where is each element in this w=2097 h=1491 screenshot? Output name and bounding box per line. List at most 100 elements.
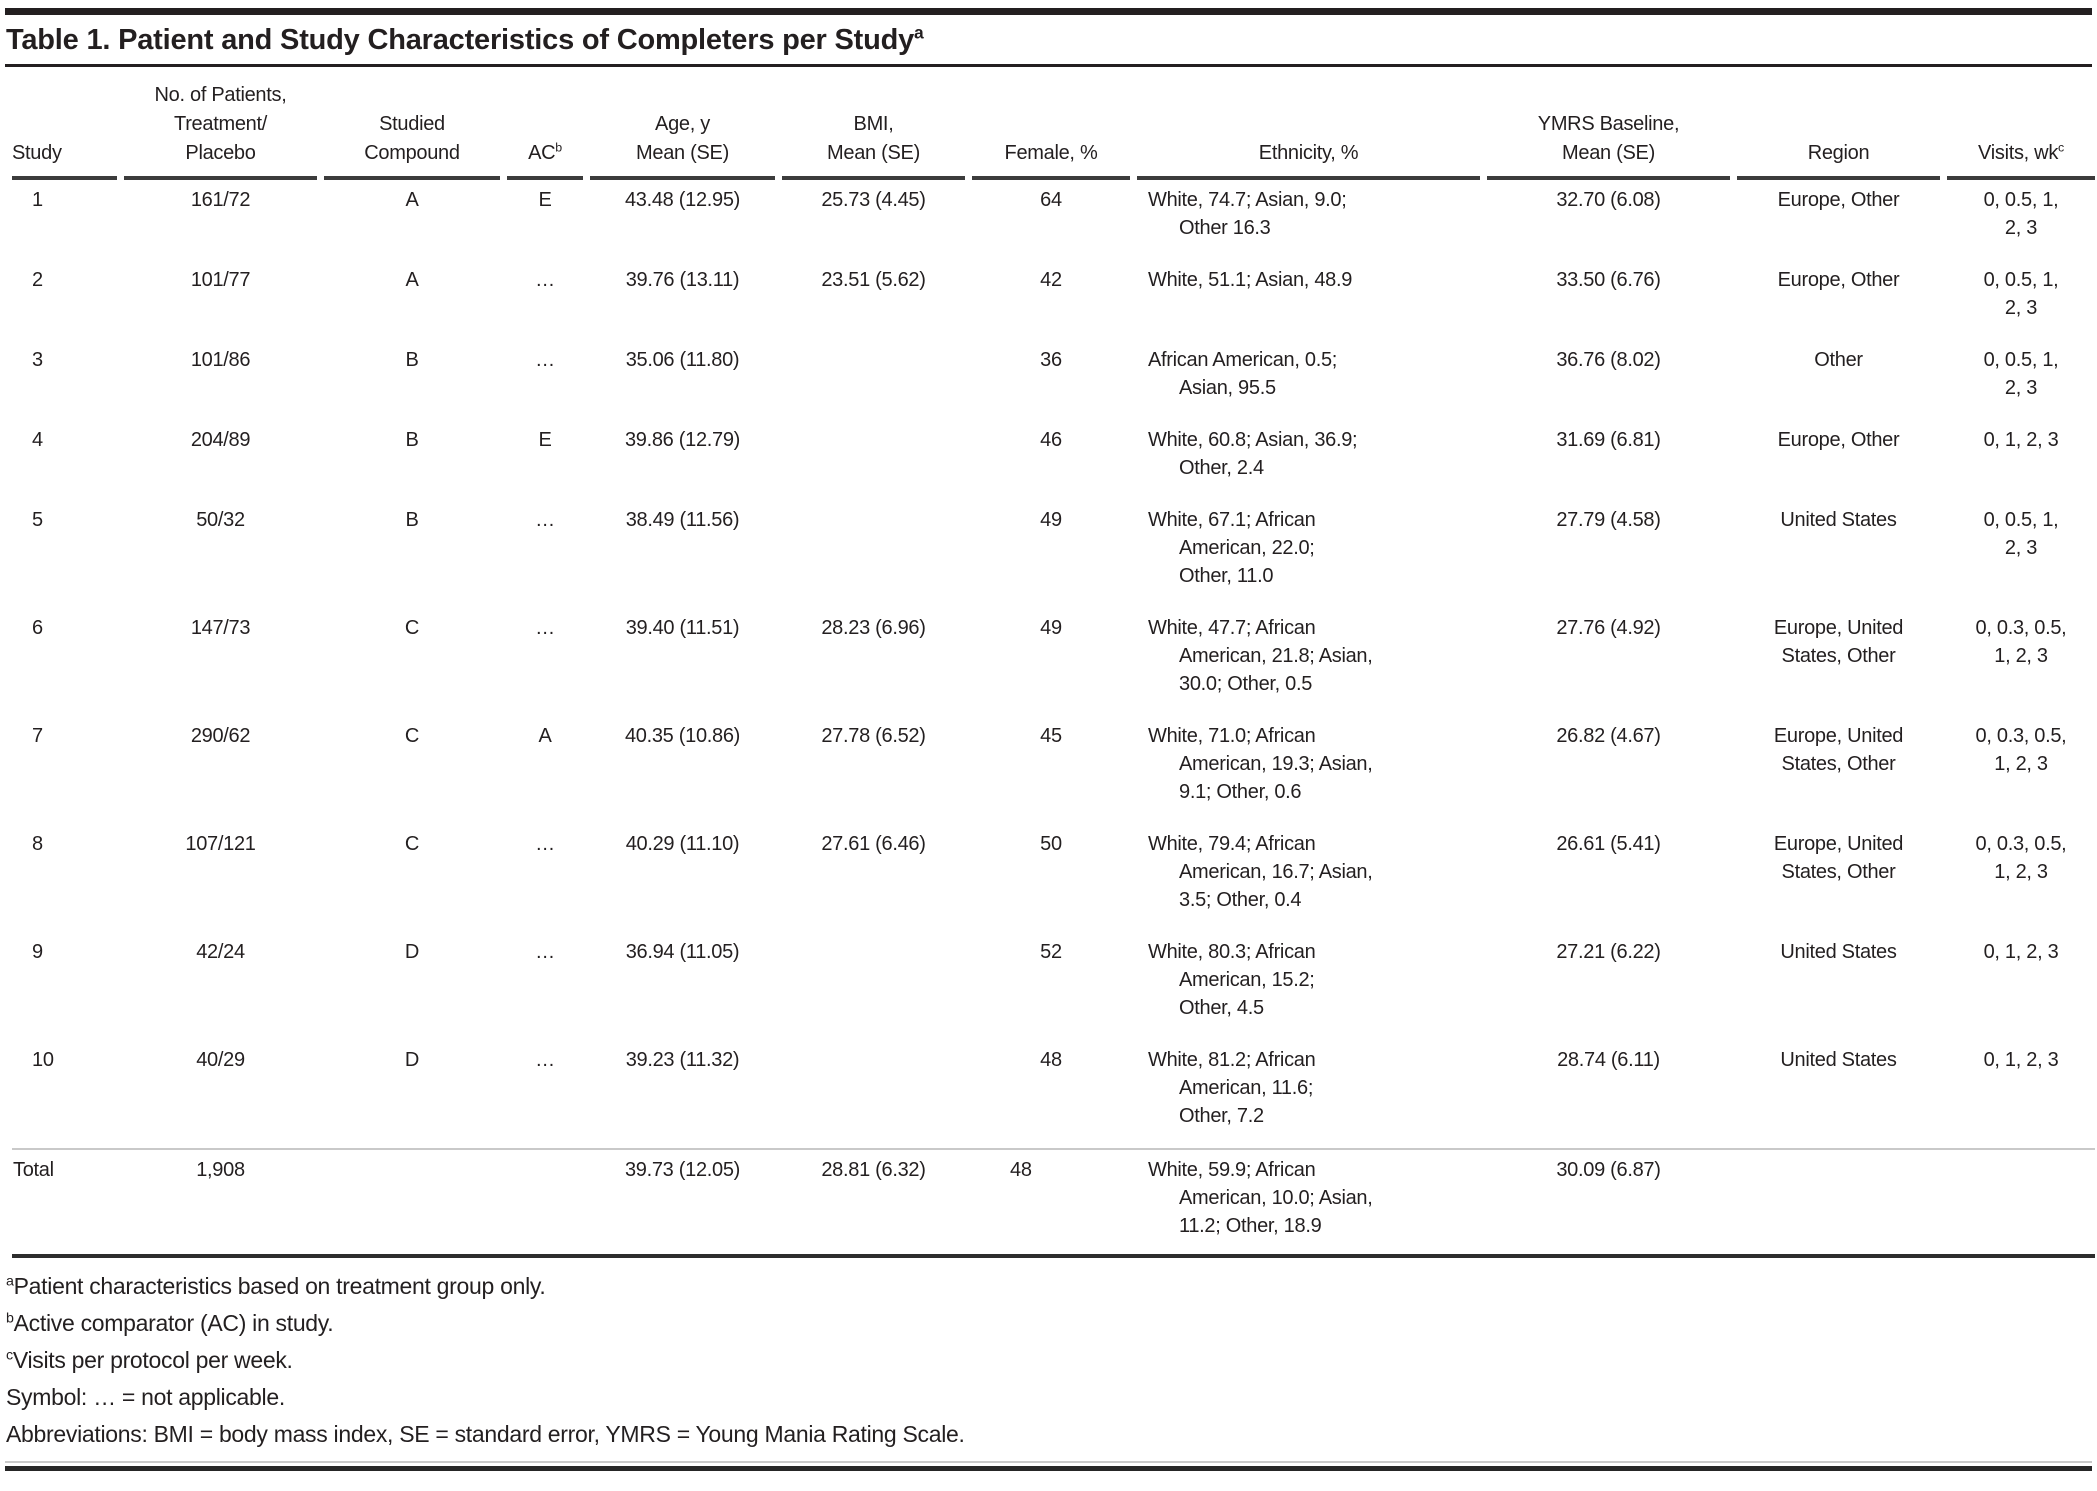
cell-ymrs: 28.74 (6.11) [1557, 1049, 1660, 1071]
cell-region: Europe, United States, Other [1773, 833, 1904, 883]
cell-patients: 40/29 [196, 1049, 245, 1071]
cell-region: United States [1780, 941, 1897, 963]
cell-ymrs: 27.76 (4.92) [1556, 617, 1661, 639]
cell-visits: 0, 1, 2, 3 [1983, 941, 2059, 963]
cell-study: 4 [32, 429, 43, 451]
footnote-text: Visits per protocol per week. [12, 1347, 293, 1373]
cell-ac [507, 1150, 583, 1254]
cell-ymrs: 26.82 (4.67) [1556, 725, 1661, 747]
cell-age: 39.40 (11.51) [625, 617, 740, 639]
cell-patients: 42/24 [196, 941, 245, 963]
cell-bmi [782, 340, 965, 420]
cell-ethnicity: White, 71.0; African American, 19.3; Asi… [1137, 716, 1480, 824]
cell-bmi: 28.23 (6.96) [821, 617, 926, 639]
cell-ac: … [535, 509, 555, 531]
cell-ymrs: 33.50 (6.76) [1556, 269, 1661, 291]
cell-female: 49 [1040, 509, 1062, 531]
cell-age: 39.76 (13.11) [625, 269, 740, 291]
cell-compound: A [405, 269, 419, 291]
cell-bmi [782, 1040, 965, 1148]
column-header-ethnicity: Ethnicity, % [1137, 67, 1480, 180]
footnote: aPatient characteristics based on treatm… [6, 1268, 2092, 1305]
cell-patients: 147/73 [190, 617, 251, 639]
cell-region: Europe, Other [1777, 269, 1900, 291]
cell-study: 6 [32, 617, 43, 639]
cell-compound: C [404, 725, 420, 747]
cell-patients: 101/77 [190, 269, 251, 291]
cell-region: Other [1814, 349, 1863, 371]
ethnicity-text: White, 60.8; Asian, 36.9; Other, 2.4 [1148, 429, 1358, 479]
table-row: 3 101/86 B … 35.06 (11.80) 36 African American… [12, 340, 2095, 420]
column-header-ac-superscript: b [555, 140, 562, 155]
cell-bmi: 23.51 (5.62) [821, 269, 926, 291]
bottom-heavy-rule [5, 1466, 2092, 1471]
table-row: 1 161/72 A E 43.48 (12.95) 25.73 (4.45) 64 Whit… [12, 180, 2095, 260]
cell-ethnicity: White, 59.9; African American, 10.0; Asi… [1137, 1150, 1480, 1254]
cell-ethnicity: White, 74.7; Asian, 9.0; Other 16.3 [1137, 180, 1480, 260]
cell-visits: 0, 0.5, 1, 2, 3 [1983, 509, 2059, 559]
cell-region: Europe, Other [1777, 189, 1900, 211]
cell-ac: … [535, 349, 555, 371]
cell-age: 36.94 (11.05) [625, 941, 740, 963]
table-row: 2 101/77 A … 39.76 (13.11) 23.51 (5.62) 42 Whit… [12, 260, 2095, 340]
footnote: Abbreviations: BMI = body mass index, SE… [6, 1416, 2092, 1453]
cell-bmi: 27.61 (6.46) [821, 833, 926, 855]
column-header-compound: Studied Compound [324, 67, 500, 180]
cell-compound: C [404, 833, 420, 855]
cell-visits: 0, 1, 2, 3 [1983, 1049, 2059, 1071]
ethnicity-text: White, 51.1; Asian, 48.9 [1148, 269, 1353, 291]
ethnicity-text: African American, 0.5; Asian, 95.5 [1148, 349, 1338, 399]
cell-study: 5 [32, 509, 43, 531]
cell-bmi: 28.81 (6.32) [821, 1159, 926, 1181]
cell-visits: 0, 0.3, 0.5, 1, 2, 3 [1975, 725, 2067, 775]
cell-age: 39.73 (12.05) [624, 1159, 741, 1181]
cell-female: 49 [1040, 617, 1062, 639]
cell-ac: A [538, 725, 552, 747]
ethnicity-text: White, 59.9; African American, 10.0; Asi… [1148, 1159, 1373, 1237]
cell-compound: B [405, 349, 419, 371]
table-row: 8 107/121 C … 40.29 (11.10) 27.61 (6.46) 50 Whi… [12, 824, 2095, 932]
cell-region: United States [1780, 509, 1897, 531]
ethnicity-text: White, 79.4; African American, 16.7; Asi… [1148, 833, 1373, 911]
footnote: Symbol: … = not applicable. [6, 1379, 2092, 1416]
cell-ethnicity: White, 81.2; African American, 11.6; Oth… [1137, 1040, 1480, 1148]
column-header-visits: Visits, wkc [1947, 67, 2095, 180]
cell-age: 38.49 (11.56) [625, 509, 740, 531]
cell-ethnicity: White, 51.1; Asian, 48.9 [1137, 260, 1480, 340]
cell-study: Total [13, 1159, 54, 1181]
cell-female: 42 [1040, 269, 1062, 291]
column-header-ymrs: YMRS Baseline, Mean (SE) [1487, 67, 1730, 180]
ethnicity-text: White, 47.7; African American, 21.8; Asi… [1148, 617, 1373, 695]
column-header-ac-text: AC [528, 142, 556, 164]
cell-age: 43.48 (12.95) [624, 189, 741, 211]
cell-ethnicity: White, 60.8; Asian, 36.9; Other, 2.4 [1137, 420, 1480, 500]
table-row: 6 147/73 C … 39.40 (11.51) 28.23 (6.96) 49 Whit… [12, 608, 2095, 716]
cell-visits: 0, 0.3, 0.5, 1, 2, 3 [1975, 833, 2067, 883]
cell-ac: … [535, 269, 555, 291]
ethnicity-text: White, 81.2; African American, 11.6; Oth… [1148, 1049, 1316, 1127]
cell-visits: 0, 0.5, 1, 2, 3 [1983, 269, 2059, 319]
cell-female: 52 [1040, 941, 1062, 963]
cell-ethnicity: White, 79.4; African American, 16.7; Asi… [1137, 824, 1480, 932]
column-header-female: Female, % [972, 67, 1130, 180]
table-row: 4 204/89 B E 39.86 (12.79) 46 White, 60.8; Asi… [12, 420, 2095, 500]
cell-patients: 50/32 [196, 509, 245, 531]
cell-ethnicity: White, 80.3; African American, 15.2; Oth… [1137, 932, 1480, 1040]
bottom-rules [5, 1461, 2092, 1471]
cell-visits: 0, 0.3, 0.5, 1, 2, 3 [1975, 617, 2067, 667]
cell-female: 45 [1040, 725, 1062, 747]
footnote: bActive comparator (AC) in study. [6, 1305, 2092, 1342]
total-separator-rule [12, 1148, 2095, 1150]
cell-region: United States [1780, 1049, 1897, 1071]
cell-ac: … [535, 833, 555, 855]
table-row-total: Total 1,908 39.73 (12.05) 28.81 (6.32) 48 Whi… [12, 1150, 2095, 1254]
cell-ymrs: 30.09 (6.87) [1556, 1159, 1661, 1181]
cell-ac: E [538, 429, 552, 451]
cell-bmi [782, 500, 965, 608]
footnote-text: Patient characteristics based on treatme… [13, 1273, 546, 1299]
table-header: Study No. of Patients, Treatment/ Placeb… [12, 67, 2095, 180]
cell-ac: … [535, 617, 555, 639]
table-row: 9 42/24 D … 36.94 (11.05) 52 White, 80.3; Afri… [12, 932, 2095, 1040]
footnote-superscript: c [6, 1347, 13, 1364]
cell-ethnicity: White, 67.1; African American, 22.0; Oth… [1137, 500, 1480, 608]
